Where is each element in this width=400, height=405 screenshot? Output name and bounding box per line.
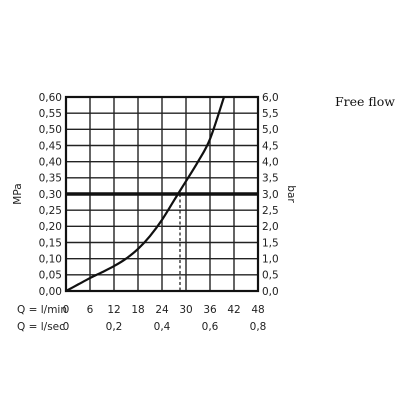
x-axis-tick-label: 42 [227,304,240,316]
x-axis-tick-label: 24 [155,304,169,316]
label-layer: 0,000,050,100,150,200,250,300,350,400,45… [12,92,395,333]
left-axis-tick-label: 0,25 [39,205,62,217]
x-axis-secondary-tick-label: 0,8 [250,321,267,333]
x-axis-tick-label: 18 [131,304,144,316]
right-axis-tick-label: 2,0 [262,221,279,233]
right-axis-tick-label: 0,5 [262,270,279,282]
left-axis-tick-label: 0,05 [39,270,62,282]
x-axis-secondary-tick-label: 0,2 [106,321,123,333]
x-axis-label: Q = l/min [17,304,67,316]
right-axis-tick-label: 0,0 [262,286,279,298]
x-axis-secondary-tick-label: 0 [63,321,70,333]
left-axis-tick-label: 0,35 [39,173,62,185]
left-axis-tick-label: 0,20 [39,221,62,233]
x-axis-tick-label: 0 [63,304,70,316]
left-axis-tick-label: 0,60 [39,92,62,104]
left-axis-tick-label: 0,40 [39,156,62,168]
x-axis-secondary-tick-label: 0,6 [202,321,219,333]
right-axis-tick-label: 4,5 [262,140,279,152]
x-axis-tick-label: 36 [203,304,217,316]
left-axis-label: MPa [12,183,24,204]
right-axis-tick-label: 1,5 [262,237,279,249]
x-axis-tick-label: 6 [87,304,94,316]
right-axis-tick-label: 6,0 [262,92,279,104]
right-axis-tick-label: 2,5 [262,205,279,217]
x-axis-secondary-label: Q = l/sec [17,321,65,333]
right-axis-tick-label: 1,0 [262,253,279,265]
right-axis-tick-label: 5,0 [262,124,279,136]
left-axis-tick-label: 0,30 [39,189,62,201]
left-axis-tick-label: 0,15 [39,237,62,249]
right-axis-label: bar [285,185,297,203]
chart-title: Free flow [335,94,395,109]
right-axis-tick-label: 3,0 [262,189,279,201]
x-axis-tick-label: 30 [179,304,192,316]
left-axis-tick-label: 0,55 [39,108,62,120]
left-axis-tick-label: 0,00 [39,286,62,298]
x-axis-tick-label: 12 [107,304,120,316]
left-axis-tick-label: 0,50 [39,124,62,136]
left-axis-tick-label: 0,10 [39,253,62,265]
x-axis-secondary-tick-label: 0,4 [154,321,171,333]
left-axis-tick-label: 0,45 [39,140,62,152]
right-axis-tick-label: 4,0 [262,156,279,168]
x-axis-tick-label: 48 [251,304,264,316]
right-axis-tick-label: 3,5 [262,173,279,185]
right-axis-tick-label: 5,5 [262,108,279,120]
